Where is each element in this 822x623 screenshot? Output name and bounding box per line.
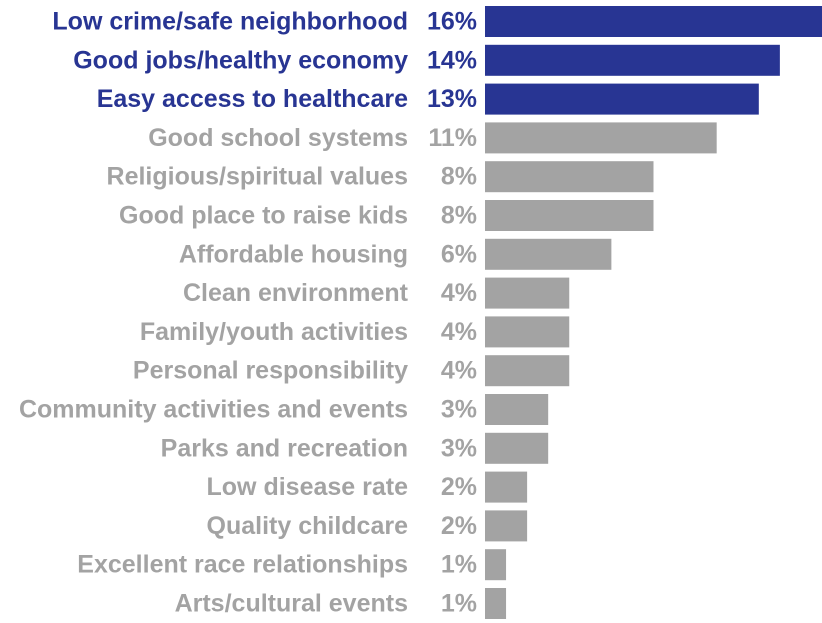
value-label: 2% <box>441 473 477 501</box>
category-label: Low crime/safe neighborhood <box>52 8 408 36</box>
category-label: Excellent race relationships <box>77 551 408 579</box>
value-label: 6% <box>441 240 477 268</box>
category-label: Good jobs/healthy economy <box>73 46 408 74</box>
bar <box>485 6 822 37</box>
value-label: 8% <box>441 163 477 191</box>
category-label: Low disease rate <box>207 473 409 501</box>
value-label: 14% <box>427 46 477 74</box>
bar <box>485 44 780 76</box>
bar <box>485 200 654 231</box>
value-label: 3% <box>441 434 477 462</box>
bar <box>485 238 612 270</box>
bar <box>485 316 570 348</box>
bar <box>485 549 507 581</box>
value-label: 2% <box>441 512 477 540</box>
category-label: Personal responsibility <box>133 357 408 385</box>
bar <box>485 161 654 193</box>
category-label: Family/youth activities <box>140 318 408 346</box>
bar <box>485 432 549 464</box>
bar <box>485 122 717 154</box>
category-label: Parks and recreation <box>161 434 408 462</box>
bar <box>485 588 507 619</box>
bar <box>485 355 570 387</box>
category-label: Good school systems <box>148 124 408 152</box>
category-label: Easy access to healthcare <box>97 85 408 113</box>
category-label: Clean environment <box>183 279 409 307</box>
category-label: Quality childcare <box>207 512 409 540</box>
value-label: 11% <box>428 124 477 152</box>
bar <box>485 277 570 309</box>
category-label: Arts/cultural events <box>175 590 408 618</box>
value-label: 13% <box>427 85 477 113</box>
bar <box>485 471 528 503</box>
value-label: 8% <box>441 202 477 230</box>
value-label: 4% <box>441 279 477 307</box>
category-label: Affordable housing <box>179 240 408 268</box>
value-label: 3% <box>441 396 477 424</box>
value-label: 1% <box>441 590 477 618</box>
value-label: 1% <box>441 551 477 579</box>
bar <box>485 510 528 542</box>
value-label: 4% <box>441 357 477 385</box>
bar <box>485 394 549 425</box>
category-label: Religious/spiritual values <box>107 163 408 191</box>
bar <box>485 83 759 115</box>
value-label: 16% <box>427 8 477 36</box>
value-label: 4% <box>441 318 477 346</box>
category-label: Community activities and events <box>19 396 408 424</box>
category-label: Good place to raise kids <box>119 202 408 230</box>
